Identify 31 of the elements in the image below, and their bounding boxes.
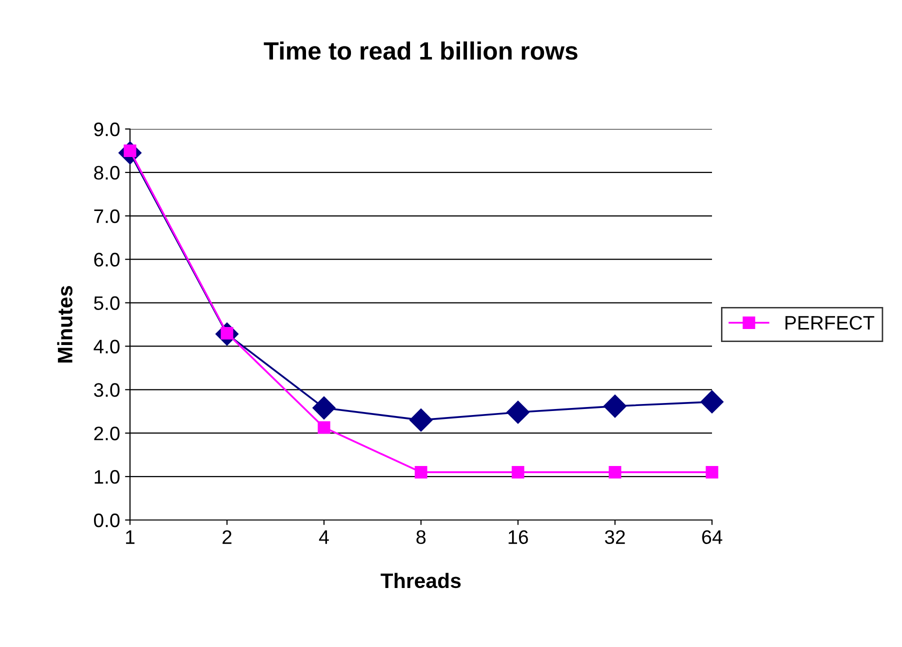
point	[414, 466, 428, 478]
x-tick-label: 8	[416, 530, 426, 544]
x-tick-label: 2	[222, 530, 232, 544]
y-tick-label: 5.0	[94, 296, 120, 310]
point	[506, 400, 530, 424]
chart-title: Time to read 1 billion rows	[264, 41, 578, 60]
x-tick-label: 16	[508, 530, 528, 544]
point	[608, 466, 622, 478]
y-tick-label: 1.0	[94, 470, 120, 484]
y-tick-label: 3.0	[94, 383, 120, 397]
legend-label: PERFECT	[786, 316, 874, 330]
x-tick-label: 4	[319, 530, 329, 544]
point	[700, 390, 724, 414]
point	[318, 421, 330, 434]
x-tick-label: 64	[702, 530, 722, 544]
point	[312, 396, 336, 420]
y-tick-label: 2.0	[94, 426, 120, 440]
y-axis-title: Minutes	[57, 286, 72, 362]
point	[604, 394, 626, 418]
y-tick-label: 8.0	[94, 166, 120, 180]
y-tick-label: 9.0	[94, 122, 120, 136]
y-tick-label: 0.0	[94, 513, 120, 528]
y-tick-label: 6.0	[94, 252, 120, 267]
x-tick-label: 1	[126, 530, 134, 544]
y-tick-label: 4.0	[94, 340, 120, 354]
x-tick-label: 32	[604, 530, 625, 544]
point	[706, 466, 718, 478]
y-tick-label: 7.0	[94, 209, 120, 224]
point	[512, 466, 524, 478]
x-axis-title: Threads	[380, 572, 461, 588]
point	[410, 408, 432, 432]
